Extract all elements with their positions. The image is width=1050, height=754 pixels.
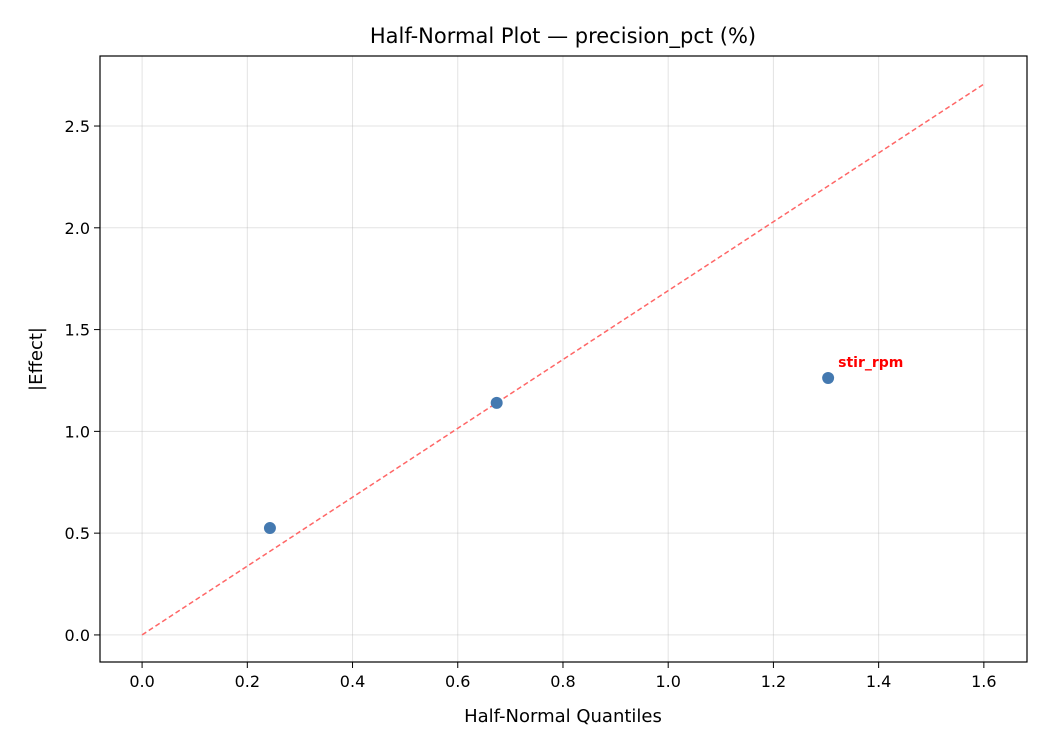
points-group: stir_rpm	[263, 355, 903, 535]
x-tick-label: 1.6	[971, 672, 996, 691]
data-point	[263, 522, 276, 535]
x-tick-label: 0.8	[550, 672, 575, 691]
x-tick-label: 0.6	[445, 672, 470, 691]
y-tick-label: 1.0	[65, 422, 90, 441]
y-tick-label: 2.0	[65, 219, 90, 238]
grid	[100, 56, 1027, 662]
ticks: 0.0 0.2 0.4 0.6 0.8 1.0 1.2 1.4 1.6 0.0 0.5 1.0 1.5 2…	[65, 117, 997, 691]
y-tick-label: 0.5	[65, 524, 90, 543]
x-tick-label: 1.2	[761, 672, 786, 691]
x-tick-label: 1.0	[655, 672, 680, 691]
chart-title: Half-Normal Plot — precision_pct (%)	[370, 24, 756, 49]
x-tick-label: 0.4	[340, 672, 365, 691]
data-point	[490, 396, 503, 409]
x-tick-label: 1.4	[866, 672, 891, 691]
y-axis-label: |Effect|	[26, 327, 47, 391]
point-annotation: stir_rpm	[838, 355, 903, 371]
plot-frame	[99, 55, 1028, 663]
data-point	[822, 372, 835, 385]
x-tick-label: 0.2	[235, 672, 260, 691]
y-tick-label: 0.0	[65, 626, 90, 645]
y-tick-label: 2.5	[65, 117, 90, 136]
y-tick-label: 1.5	[65, 321, 90, 340]
x-axis-label: Half-Normal Quantiles	[464, 706, 662, 727]
x-tick-label: 0.0	[129, 672, 154, 691]
